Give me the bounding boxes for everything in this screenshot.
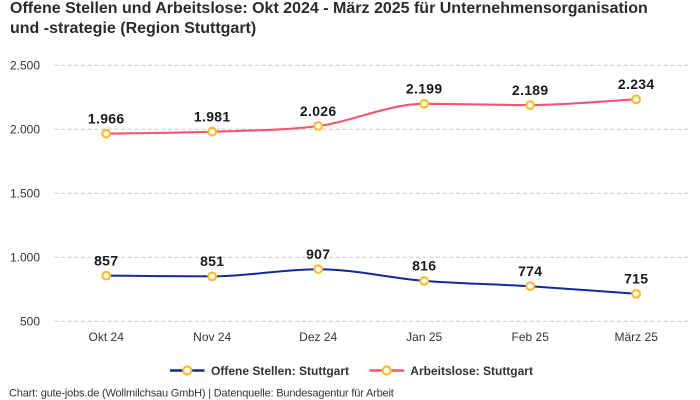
svg-text:774: 774 [518,263,542,279]
svg-text:Arbeitslose: Stuttgart: Arbeitslose: Stuttgart [410,364,533,378]
svg-text:816: 816 [412,258,436,274]
svg-text:1.981: 1.981 [194,109,231,125]
svg-text:Jan 25: Jan 25 [406,330,442,344]
svg-text:März 25: März 25 [615,330,659,344]
svg-text:2.234: 2.234 [618,76,655,92]
svg-text:Chart: gute-jobs.de (Wollmilch: Chart: gute-jobs.de (Wollmilchsau GmbH) … [9,388,394,400]
svg-text:Nov 24: Nov 24 [193,330,231,344]
svg-text:2.189: 2.189 [512,82,549,98]
svg-text:2.500: 2.500 [10,59,40,73]
svg-text:1.500: 1.500 [10,187,40,201]
svg-text:907: 907 [306,246,330,262]
svg-text:Offene Stellen: Stuttgart: Offene Stellen: Stuttgart [211,364,349,378]
svg-text:500: 500 [20,315,40,329]
svg-text:2.026: 2.026 [300,103,337,119]
svg-text:Feb 25: Feb 25 [512,330,550,344]
svg-text:Okt 24: Okt 24 [89,330,125,344]
svg-text:857: 857 [94,252,118,268]
svg-text:2.199: 2.199 [406,81,443,97]
svg-text:715: 715 [624,271,648,287]
svg-text:Dez 24: Dez 24 [299,330,337,344]
svg-text:1.966: 1.966 [88,111,125,127]
svg-text:1.000: 1.000 [10,251,40,265]
svg-text:2.000: 2.000 [10,123,40,137]
svg-text:851: 851 [200,253,224,269]
